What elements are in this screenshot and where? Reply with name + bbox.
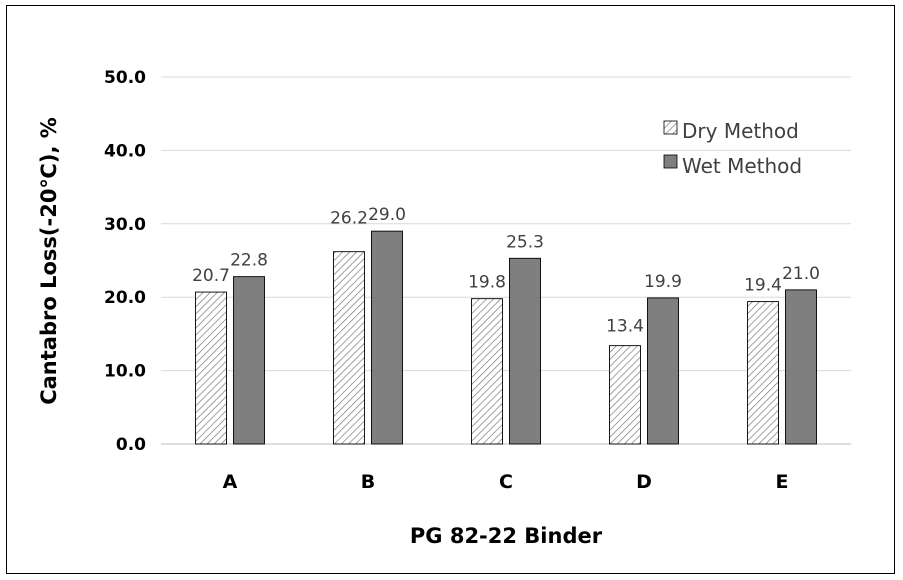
legend: Dry Method Wet Method [663,119,802,178]
x-category-label: C [499,471,513,493]
bar-dry-A [195,291,227,445]
legend-swatch-dry [663,120,678,135]
y-tick-label: 50.0 [104,68,146,88]
x-category-label: B [361,471,375,493]
bar-dry-D [609,345,641,445]
bars [195,230,817,445]
y-tick-label: 0.0 [116,435,146,455]
data-label-dry-D: 13.4 [606,317,644,337]
bar-wet-A [233,276,265,445]
data-label-dry-A: 20.7 [192,266,230,286]
data-label-wet-D: 19.9 [644,272,682,292]
data-labels: 20.722.8 26.2 29.0 19.8 25.3 13.4 19.9 19.421.0 [192,205,820,337]
chart-frame [6,5,895,574]
y-axis-title: Cantabro Loss(-20℃), % [37,117,61,405]
data-label-wet-A: 22.8 [230,251,268,271]
x-axis-categories: A B C D E [223,471,789,493]
y-tick-label: 30.0 [104,215,146,235]
x-axis-title: PG 82-22 Binder [410,524,603,548]
data-label-wet-B: 29.0 [368,205,406,225]
bar-dry-B [333,251,365,445]
data-label-wet-C: 25.3 [506,232,544,252]
y-tick-label: 40.0 [104,141,146,161]
x-category-label: E [776,471,789,493]
y-axis-ticks: 0.0 10.0 20.0 30.0 40.0 50.0 [104,68,146,455]
x-category-label: D [636,471,652,493]
legend-label-dry: Dry Method [682,119,799,143]
x-category-label: A [223,471,238,493]
y-tick-label: 20.0 [104,288,146,308]
data-label-dry-B: 26.2 [330,209,368,229]
legend-label-wet: Wet Method [682,154,802,178]
legend-swatch-wet [663,154,678,169]
bar-dry-E [747,301,779,445]
data-label-dry-E: 19.4 [744,276,782,296]
bar-wet-E [785,289,817,445]
data-label-dry-C: 19.8 [468,273,506,293]
bar-dry-C [471,298,503,445]
bar-wet-B [371,230,403,445]
gridlines [161,76,851,445]
y-tick-label: 10.0 [104,362,146,382]
data-label-wet-E: 21.0 [782,264,820,284]
bar-wet-D [647,297,679,445]
bar-wet-C [509,257,541,445]
